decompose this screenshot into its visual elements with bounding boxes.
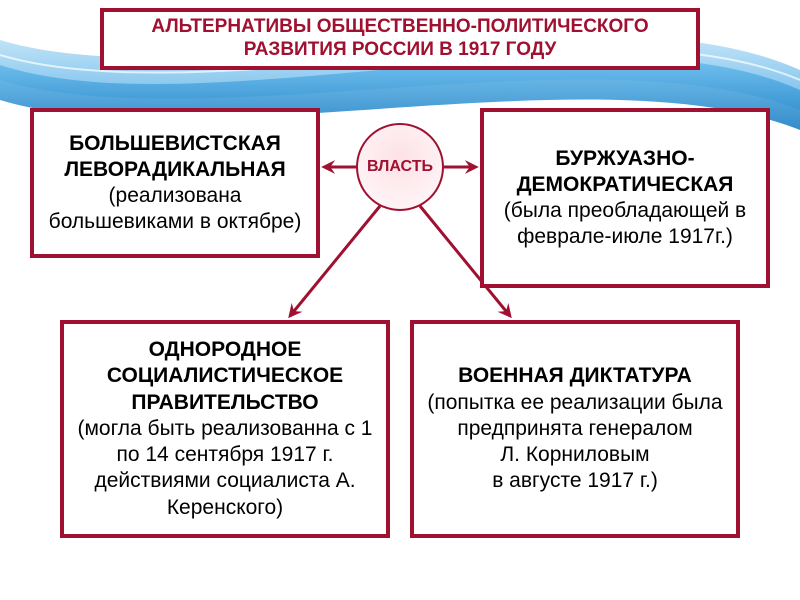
alternative-bourgeois-democratic: БУРЖУАЗНО-ДЕМОКРАТИЧЕСКАЯ(была преоблада…	[480, 108, 770, 288]
alternative-military-dictatorship: ВОЕННАЯ ДИКТАТУРА (попытка ее реализации …	[410, 320, 740, 538]
central-node-label: ВЛАСТЬ	[367, 158, 433, 176]
central-node-power: ВЛАСТЬ	[356, 123, 444, 211]
box-subtitle: (была преобладающей в феврале-июле 1917г…	[504, 199, 746, 248]
box-subtitle: (попытка ее реализации была предпринята …	[427, 391, 722, 493]
box-title: БУРЖУАЗНО-ДЕМОКРАТИЧЕСКАЯ	[517, 147, 734, 196]
box-subtitle: (могла быть реализованна с 1 по 14 сентя…	[77, 417, 372, 519]
diagram-title-text: АЛЬТЕРНАТИВЫ ОБЩЕСТВЕННО-ПОЛИТИЧЕСКОГО Р…	[114, 16, 686, 62]
box-title: ОДНОРОДНОЕ СОЦИАЛИСТИЧЕСКОЕ ПРАВИТЕЛЬСТВ…	[107, 338, 343, 414]
box-title: ВОЕННАЯ ДИКТАТУРА	[458, 364, 692, 387]
alternative-socialist-government: ОДНОРОДНОЕ СОЦИАЛИСТИЧЕСКОЕ ПРАВИТЕЛЬСТВ…	[60, 320, 390, 538]
box-subtitle: (реализована большевиками в октябре)	[49, 184, 302, 233]
box-title: БОЛЬШЕВИСТСКАЯ ЛЕВОРАДИКАЛЬНАЯ	[64, 132, 285, 181]
alternative-bolshevik: БОЛЬШЕВИСТСКАЯ ЛЕВОРАДИКАЛЬНАЯ(реализова…	[30, 108, 320, 258]
diagram-title: АЛЬТЕРНАТИВЫ ОБЩЕСТВЕННО-ПОЛИТИЧЕСКОГО Р…	[100, 8, 700, 70]
